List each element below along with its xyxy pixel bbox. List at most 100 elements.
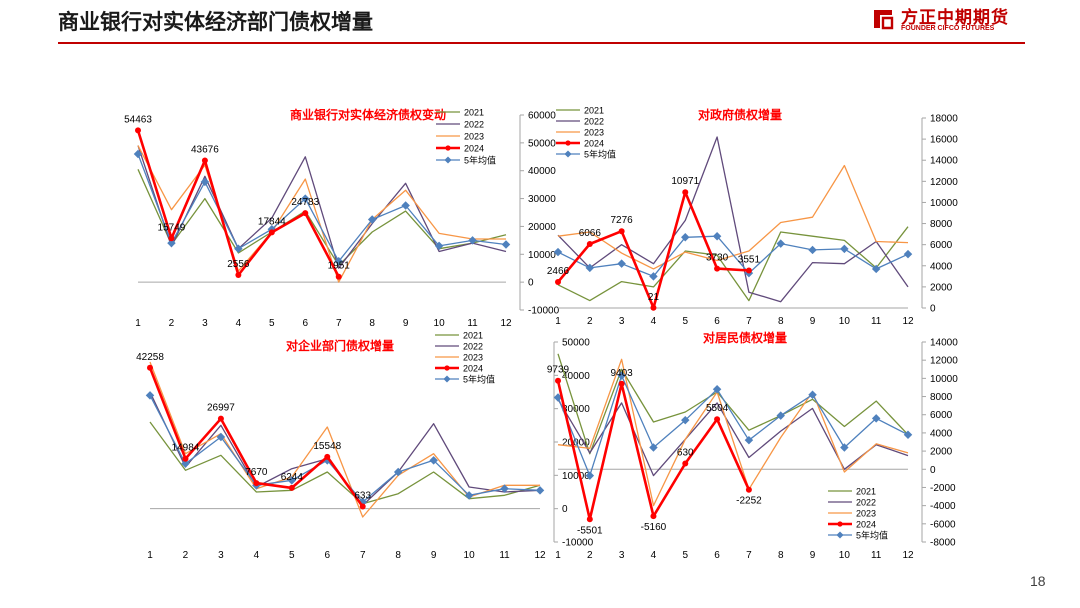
x-tick-label: 2 — [169, 318, 175, 329]
data-label-2024: 14984 — [172, 443, 200, 454]
y-tick-label: 30000 — [528, 194, 556, 205]
y-tick-label: -10000 — [528, 306, 560, 317]
x-tick-label: 9 — [810, 550, 816, 561]
legend-label: 5年均值 — [584, 149, 616, 160]
data-label-2024: -2252 — [736, 496, 762, 507]
series-line-2021 — [137, 169, 507, 267]
data-point-avg — [808, 245, 817, 255]
x-tick-label: 4 — [651, 316, 657, 327]
x-tick-label: 5 — [682, 316, 688, 327]
x-tick-label: 3 — [202, 318, 208, 329]
data-point-avg — [468, 236, 477, 245]
data-label-2024: 5504 — [706, 403, 729, 414]
y-tick-label: 10000 — [930, 198, 958, 209]
legend-marker-avg — [564, 150, 572, 158]
data-point-avg — [649, 443, 658, 452]
legend-label: 2023 — [464, 132, 484, 142]
y-tick-label: 4000 — [930, 261, 953, 272]
data-point-avg — [553, 247, 563, 257]
legend-label: 2021 — [464, 108, 484, 118]
data-label-2024: 9403 — [611, 368, 634, 379]
x-tick-label: 8 — [395, 550, 401, 561]
company-logo: 方正中期期货 FOUNDER CIFCO FUTURES — [867, 2, 1027, 38]
x-tick-label: 7 — [360, 550, 366, 561]
x-tick-label: 12 — [500, 318, 512, 329]
series-line-2023 — [149, 361, 540, 518]
data-label-2024: 6066 — [579, 228, 602, 239]
x-tick-label: 7 — [336, 318, 342, 329]
data-point-avg — [712, 385, 722, 394]
x-tick-label: 11 — [871, 550, 882, 561]
legend-label: 2024 — [464, 144, 484, 154]
legend-label: 2024 — [856, 520, 876, 530]
y-tick-label: 50000 — [528, 138, 556, 149]
data-point-2024 — [618, 380, 625, 387]
y-tick-label: 14000 — [930, 338, 958, 349]
x-tick-label: 11 — [871, 316, 882, 327]
data-point-avg — [200, 177, 210, 187]
data-point-2024 — [555, 278, 561, 285]
y-tick-label: 40000 — [528, 166, 556, 177]
x-tick-label: 2 — [587, 316, 593, 327]
data-point-2024 — [586, 516, 593, 523]
data-point-avg — [903, 249, 913, 259]
y-tick-label: 0 — [562, 504, 568, 515]
data-label-2024: 15749 — [158, 222, 186, 233]
chart-title: 对居民债权增量 — [703, 330, 787, 345]
y-tick-label: -6000 — [930, 519, 956, 530]
data-point-2024 — [135, 127, 141, 134]
data-point-avg — [500, 484, 509, 493]
data-point-2024 — [618, 228, 625, 235]
data-point-2024 — [745, 267, 752, 274]
x-tick-label: 5 — [289, 550, 295, 561]
series-line-2023 — [557, 358, 909, 507]
series-line-5年均值 — [557, 374, 909, 477]
data-label-2024: 15548 — [313, 441, 341, 452]
chart-title: 对政府债权增量 — [698, 107, 782, 122]
series-line-2024 — [557, 190, 749, 310]
data-point-2024 — [682, 189, 689, 196]
legend-marker-avg — [836, 531, 844, 539]
data-label-2024: 1951 — [328, 261, 351, 272]
data-point-2024 — [147, 364, 153, 371]
data-point-avg — [808, 390, 817, 399]
y-tick-label: 0 — [528, 278, 534, 289]
x-tick-label: 6 — [714, 316, 720, 327]
x-tick-label: 2 — [183, 550, 189, 561]
x-tick-label: 3 — [619, 550, 625, 561]
y-tick-label: 60000 — [528, 111, 556, 122]
x-tick-label: 6 — [302, 318, 308, 329]
chart-title: 商业银行对实体经济债权变动 — [290, 107, 446, 122]
y-tick-label: 2000 — [930, 447, 953, 458]
legend-label: 5年均值 — [463, 374, 495, 385]
data-label-2024: -5501 — [577, 525, 603, 536]
data-point-avg — [301, 194, 310, 203]
page-number: 18 — [1030, 573, 1046, 589]
y-tick-label: -2000 — [930, 483, 956, 494]
data-point-avg — [393, 467, 403, 477]
legend-marker-avg — [443, 375, 451, 383]
legend-label: 2021 — [463, 331, 483, 341]
data-point-2024 — [235, 272, 242, 279]
data-point-2024 — [714, 416, 721, 423]
data-label-2024: 7670 — [245, 467, 268, 478]
data-point-2024 — [555, 377, 561, 384]
x-tick-label: 10 — [839, 550, 851, 561]
x-tick-label: 4 — [236, 318, 242, 329]
data-label-2024: 24783 — [291, 197, 319, 208]
data-point-avg — [681, 233, 690, 242]
x-tick-label: 7 — [746, 550, 752, 561]
y-tick-label: 0 — [930, 304, 936, 315]
y-tick-label: -10000 — [562, 538, 594, 549]
y-tick-label: 50000 — [562, 338, 590, 349]
data-point-2024 — [217, 415, 224, 422]
legend-label: 2022 — [464, 120, 484, 130]
y-tick-label: 16000 — [930, 135, 958, 146]
data-point-2024 — [682, 460, 689, 467]
legend-label: 2023 — [463, 353, 483, 363]
legend-marker-2024 — [445, 145, 451, 151]
x-tick-label: 12 — [534, 550, 546, 561]
data-point-2024 — [714, 265, 721, 272]
data-point-avg — [429, 456, 438, 465]
